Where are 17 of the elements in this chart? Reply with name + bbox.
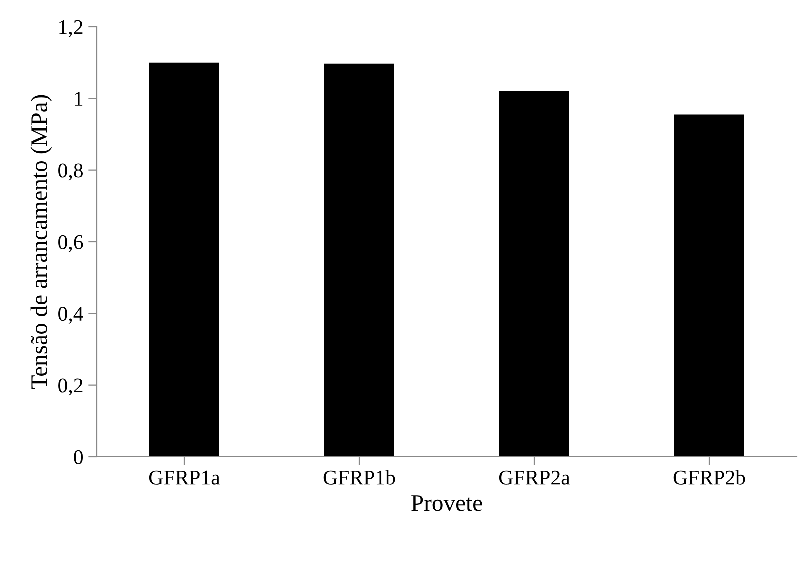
y-tick-label: 0,2: [58, 378, 83, 396]
x-axis-title: Provete: [412, 496, 482, 512]
y-tick-label: 1,2: [60, 20, 83, 38]
bar: [150, 62, 220, 457]
y-tick-label: 0,8: [58, 164, 84, 181]
bar: [674, 114, 744, 457]
bar: [324, 64, 394, 457]
x-tick-label: GFRP1a: [149, 470, 220, 485]
x-tick-label: GFRP2b: [674, 470, 746, 485]
y-tick-label: 1: [75, 92, 83, 106]
bar: [500, 92, 570, 457]
y-axis-title: Tensão de arrancamento (MPa): [30, 95, 52, 390]
x-tick-label: GFRP1b: [324, 470, 396, 485]
y-tick-label: 0,4: [58, 307, 84, 324]
y-tick-label: 0,6: [58, 235, 84, 252]
x-tick-label: GFRP2a: [499, 470, 570, 485]
y-tick-label: 0: [74, 450, 84, 464]
